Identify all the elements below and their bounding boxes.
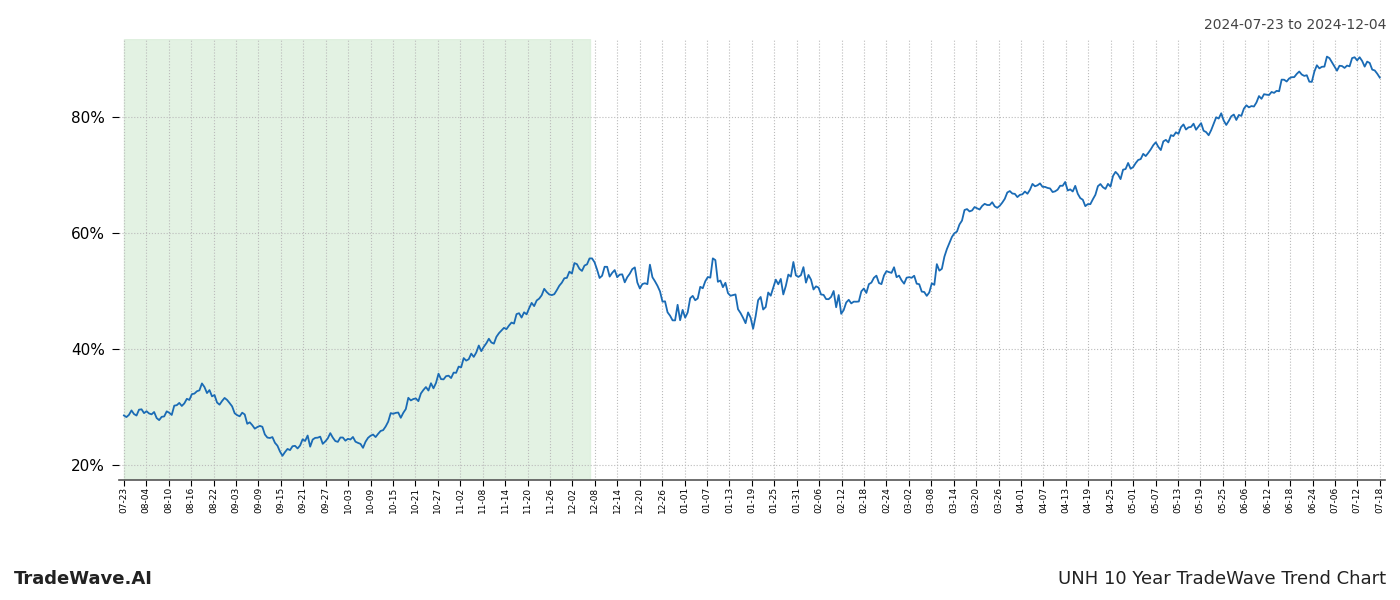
Text: TradeWave.AI: TradeWave.AI — [14, 570, 153, 588]
Text: UNH 10 Year TradeWave Trend Chart: UNH 10 Year TradeWave Trend Chart — [1058, 570, 1386, 588]
Bar — [125, 39, 589, 480]
Text: 2024-07-23 to 2024-12-04: 2024-07-23 to 2024-12-04 — [1204, 18, 1386, 32]
